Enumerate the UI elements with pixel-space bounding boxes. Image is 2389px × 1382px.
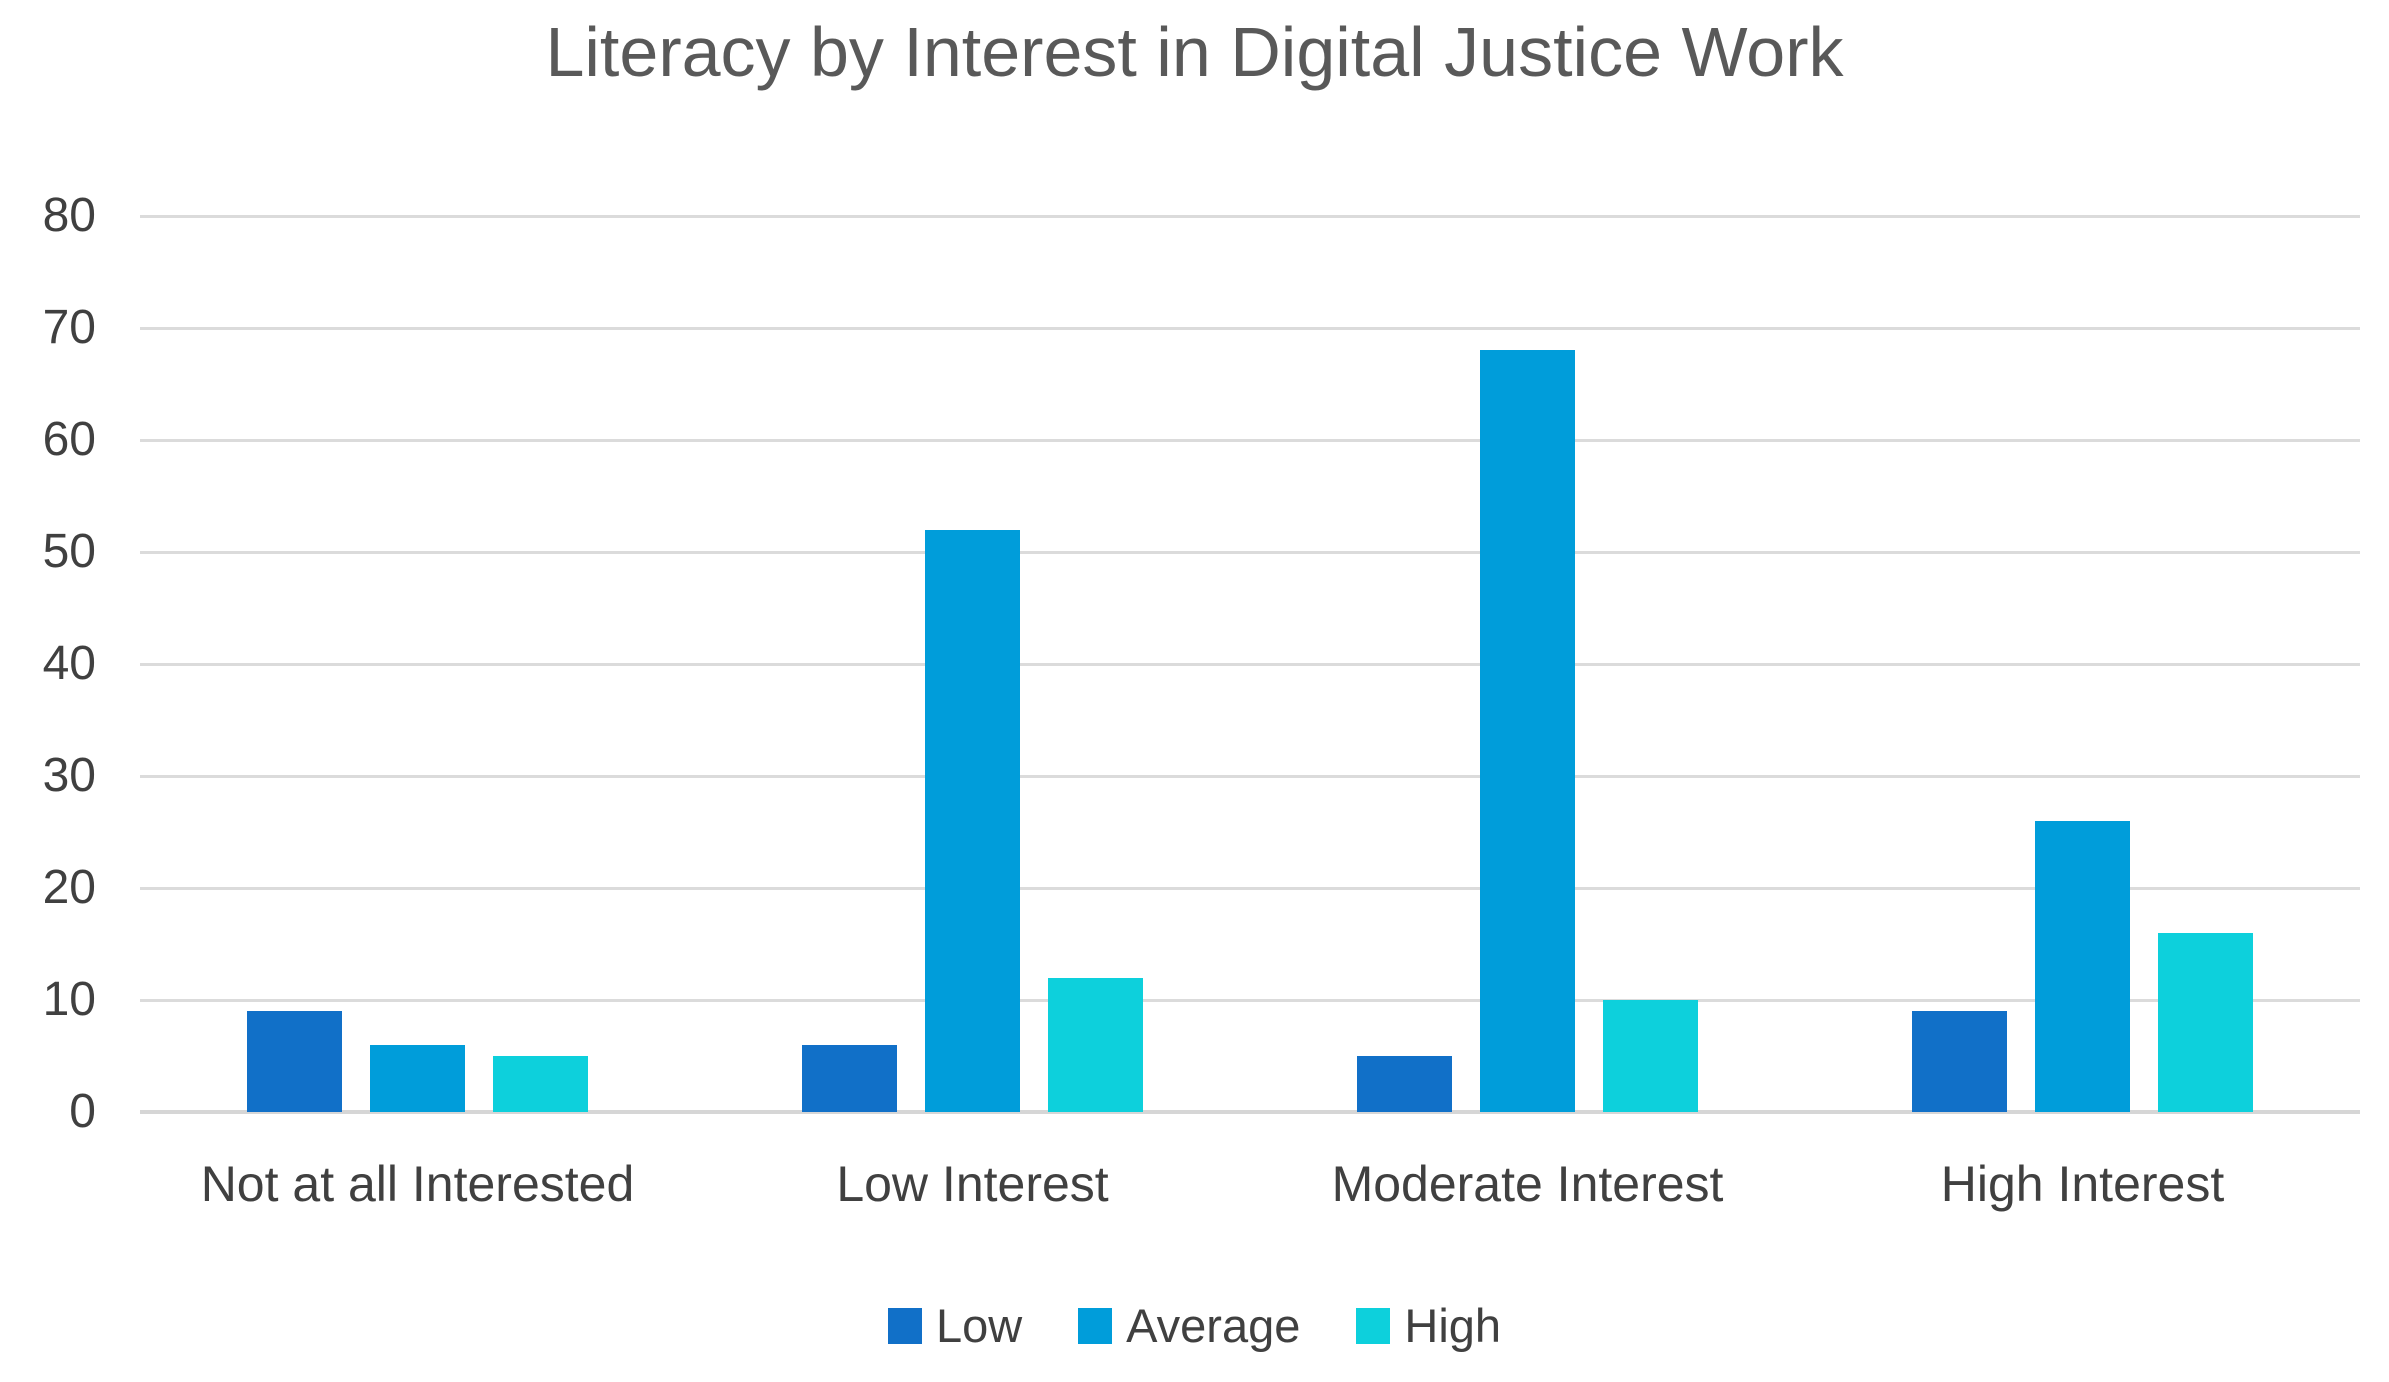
bar-average-group-2	[1480, 350, 1575, 1112]
bar-high-group-0	[493, 1056, 588, 1112]
bar-high-group-3	[2158, 933, 2253, 1112]
legend-label: High	[1404, 1299, 1502, 1352]
y-tick-label: 20	[42, 861, 96, 914]
legend-swatch-icon	[887, 1307, 922, 1344]
y-tick-label: 30	[42, 749, 96, 802]
legend-label: Low	[935, 1299, 1023, 1352]
bar-low-group-2	[1357, 1056, 1452, 1112]
gridline	[140, 214, 2360, 218]
legend-item-low: Low	[887, 1298, 1023, 1353]
gridline	[140, 774, 2360, 778]
gridline	[140, 886, 2360, 890]
bar-average-group-0	[370, 1045, 465, 1112]
gridline	[140, 662, 2360, 666]
legend-item-high: High	[1356, 1298, 1501, 1353]
legend: Low Average High	[0, 1298, 2389, 1353]
category-label: Not at all Interested	[200, 1156, 635, 1212]
y-tick-label: 70	[42, 301, 96, 354]
category-label: High Interest	[1940, 1156, 2225, 1212]
legend-label: Average	[1126, 1299, 1301, 1352]
legend-item-average: Average	[1078, 1298, 1300, 1353]
y-tick-label: 50	[42, 525, 96, 578]
x-axis-line	[140, 1110, 2360, 1114]
gridline	[140, 550, 2360, 554]
legend-swatch-icon	[1078, 1307, 1113, 1344]
bar-low-group-1	[802, 1045, 897, 1112]
gridline	[140, 326, 2360, 330]
y-tick-label: 40	[42, 637, 96, 690]
legend-swatch-icon	[1356, 1307, 1391, 1344]
bar-high-group-1	[1048, 978, 1143, 1112]
bar-low-group-0	[247, 1011, 342, 1112]
bar-high-group-2	[1603, 1000, 1698, 1112]
bar-low-group-3	[1912, 1011, 2007, 1112]
plot-area	[140, 214, 2360, 1114]
gridline	[140, 998, 2360, 1002]
bar-average-group-1	[925, 530, 1020, 1112]
category-label: Low Interest	[836, 1156, 1109, 1212]
y-tick-label: 80	[42, 189, 96, 242]
bar-average-group-3	[2035, 821, 2130, 1112]
y-tick-label: 10	[42, 973, 96, 1026]
chart-title: Literacy by Interest in Digital Justice …	[545, 13, 1844, 91]
y-tick-label: 0	[69, 1085, 96, 1138]
y-tick-label: 60	[42, 413, 96, 466]
gridline	[140, 438, 2360, 442]
category-label: Moderate Interest	[1331, 1156, 1724, 1212]
